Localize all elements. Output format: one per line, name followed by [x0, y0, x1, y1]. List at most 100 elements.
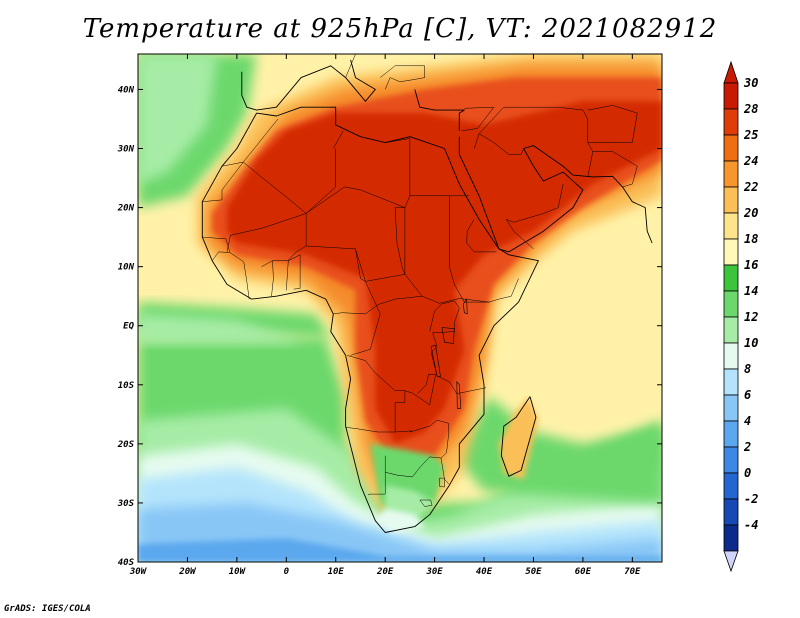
turkey-coastline — [414, 89, 465, 131]
lat-tick-label: EQ — [123, 322, 134, 332]
border-line-1 — [243, 118, 279, 163]
madagascar-coastline — [500, 396, 537, 477]
lat-tick-label: 40N — [118, 85, 135, 95]
field-madagascar-warm — [498, 396, 539, 480]
border-line-34 — [380, 65, 425, 90]
border-line-19 — [419, 499, 433, 507]
map-title: Temperature at 925hPa [C], VT: 202108291… — [82, 14, 718, 44]
colorbar-label: 2 — [743, 440, 751, 454]
colorbar-label: -4 — [744, 518, 758, 532]
colorbar-label: 12 — [744, 310, 758, 324]
colorbar-box — [723, 342, 739, 370]
europe-coastline — [241, 59, 376, 111]
lat-tick-label: 20S — [117, 440, 135, 450]
lon-tick-label: 70E — [624, 567, 641, 577]
border-line-25 — [271, 260, 274, 297]
arabia-coastline — [458, 136, 653, 253]
colorbar-label: 6 — [744, 388, 751, 402]
border-line-4 — [305, 213, 490, 304]
colorbar-label: 14 — [744, 284, 758, 298]
border-line-30 — [592, 151, 638, 188]
field-ocean-north-lightgreen — [138, 54, 218, 184]
border-line-2 — [333, 130, 344, 149]
colorbar-box — [723, 368, 739, 396]
colorbar-label: 0 — [744, 466, 751, 480]
colorbar-label: 18 — [744, 232, 758, 246]
colorbar-box — [723, 394, 739, 422]
border-line-31 — [473, 133, 524, 155]
border-line-14 — [345, 355, 406, 433]
colorbar-box — [723, 290, 739, 318]
colorbar-bottom-arrow — [723, 550, 739, 573]
africa-coastline — [201, 106, 539, 533]
colorbar-label: 10 — [744, 336, 758, 350]
border-line-20 — [439, 477, 445, 488]
lon-tick-label: 40E — [476, 567, 493, 577]
lat-tick-label: 10S — [118, 381, 135, 391]
lon-tick-label: 30W — [129, 567, 148, 577]
border-line-7 — [350, 248, 381, 356]
colorbar-label: 8 — [744, 362, 751, 376]
border-line-5 — [385, 138, 411, 208]
border-line-21 — [202, 161, 244, 202]
lon-tick-label: 10E — [328, 567, 345, 577]
colorbar-box — [723, 420, 739, 448]
colorbar-label: 22 — [743, 180, 758, 194]
colorbar-box — [723, 186, 739, 214]
border-line-11 — [466, 219, 497, 253]
credit-label: GrADS: IGES/COLA — [4, 604, 91, 614]
colorbar-box — [723, 238, 739, 266]
border-line-33 — [345, 54, 356, 78]
border-line-3 — [226, 148, 336, 252]
colorbar-box — [723, 446, 739, 474]
colorbar-label: 20 — [743, 206, 758, 220]
temperature-field — [138, 54, 662, 562]
lat-tick-label: 40S — [118, 558, 135, 568]
lat-tick-label: 30N — [117, 145, 135, 155]
border-line-17 — [367, 455, 386, 495]
colorbar-label: -2 — [744, 492, 758, 506]
lon-tick-label: 20W — [178, 567, 197, 577]
lon-tick-label: 60E — [575, 567, 592, 577]
border-line-10 — [449, 195, 519, 303]
lon-tick-label: 10W — [229, 567, 247, 577]
lon-tick-label: 50E — [525, 567, 542, 577]
border-line-23 — [229, 252, 250, 300]
lon-tick-label: 30E — [425, 567, 443, 577]
colorbar-box — [723, 524, 739, 552]
colorbar-box — [723, 316, 739, 344]
colorbar-label: 28 — [743, 102, 758, 116]
colorbar-label: 30 — [743, 76, 758, 90]
border-line-18 — [385, 456, 450, 485]
colorbar-box — [723, 82, 739, 110]
border-line-27 — [506, 183, 564, 250]
field-south-africa-mint — [375, 508, 425, 533]
colorbar-box — [723, 472, 739, 500]
field-ocean-mozambique-green — [454, 396, 662, 503]
colorbar-top-arrow — [723, 60, 739, 84]
lat-tick-label: 10N — [118, 263, 135, 273]
border-line-29 — [587, 105, 638, 143]
colorbar-box — [723, 160, 739, 188]
border-line-32 — [461, 106, 495, 132]
lake-3 — [462, 298, 468, 315]
colorbar-box — [723, 108, 739, 136]
lon-tick-label: 20E — [376, 567, 394, 577]
colorbar-label: 25 — [743, 128, 758, 142]
lake-1 — [430, 344, 441, 377]
border-line-28 — [478, 106, 594, 177]
map-frame — [137, 53, 663, 563]
country-borders — [201, 54, 653, 533]
border-line-16 — [395, 419, 450, 459]
field-ocean-south-blue-mid — [138, 538, 662, 562]
lake-2 — [456, 380, 462, 409]
colorbar-box — [723, 212, 739, 240]
border-line-8 — [333, 295, 423, 315]
border-line-24 — [261, 245, 307, 267]
field-ocean-guinea-lightgreen — [138, 313, 307, 344]
colorbar-label: 4 — [744, 414, 751, 428]
colorbar-box — [723, 264, 739, 292]
colorbar-label: 24 — [743, 154, 758, 168]
